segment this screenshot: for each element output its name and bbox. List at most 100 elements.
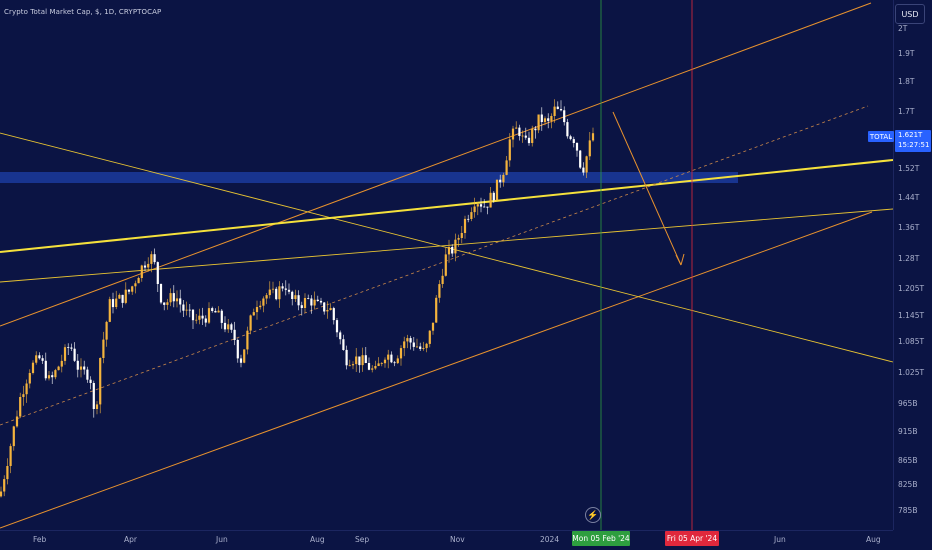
support-zone[interactable] <box>0 172 738 183</box>
candle-body <box>447 247 451 255</box>
candle-body <box>531 128 534 143</box>
candle-body <box>220 310 223 323</box>
price-tick-label: 865B <box>898 456 918 465</box>
rising-trendline-thick[interactable] <box>0 159 894 253</box>
candle-body <box>281 286 284 289</box>
candle-body <box>15 416 19 427</box>
candle-body <box>435 297 438 323</box>
price-tick-label: 1.7T <box>898 107 915 116</box>
candle-body <box>47 375 51 379</box>
candle-body <box>537 114 540 131</box>
candle-body <box>431 322 435 331</box>
candle-body <box>275 288 278 300</box>
red-time-marker-label[interactable]: Fri 05 Apr '24 <box>665 531 719 546</box>
candle-body <box>185 309 188 311</box>
candle-body <box>585 156 588 173</box>
candle-body <box>566 122 569 137</box>
candle-body <box>553 106 556 116</box>
candle-body <box>25 383 28 395</box>
candle-body <box>579 150 582 168</box>
candle-body <box>153 254 156 263</box>
candle-body <box>131 286 134 292</box>
candle-body <box>428 330 431 344</box>
candle-body <box>534 128 537 131</box>
candle-body <box>550 116 553 121</box>
candle-body <box>67 347 70 348</box>
candle-body <box>0 491 3 497</box>
rising-trendline-thin[interactable] <box>0 208 894 283</box>
candle-body <box>383 359 387 364</box>
candle-body <box>409 338 412 343</box>
candle-body <box>569 136 572 140</box>
candle-body <box>521 135 524 137</box>
candle-body <box>470 212 473 219</box>
candle-body <box>499 179 502 183</box>
candle-body <box>518 127 521 136</box>
candle-body <box>19 397 22 417</box>
candle-body <box>22 394 25 397</box>
candle-body <box>371 368 374 370</box>
candle-body <box>95 404 99 409</box>
candle-body <box>495 179 499 201</box>
time-tick-label: Feb <box>33 535 47 544</box>
candle-body <box>108 299 111 322</box>
forecast-arrow-head-left[interactable] <box>675 254 682 266</box>
candle-body <box>326 310 329 312</box>
candle-body <box>457 238 460 240</box>
time-tick-label: 2024 <box>540 535 560 544</box>
candle-body <box>540 114 543 122</box>
price-tick-label: 1.9T <box>898 49 915 58</box>
currency-button[interactable]: USD <box>895 4 925 24</box>
price-tick-label: 1.36T <box>898 223 920 232</box>
candle-body <box>179 298 182 305</box>
candle-body <box>476 204 479 207</box>
candle-body <box>28 373 31 384</box>
time-tick-label: Jun <box>774 535 786 544</box>
price-axis[interactable] <box>893 0 932 530</box>
candle-body <box>284 288 287 290</box>
candle-body <box>271 288 275 290</box>
green-time-marker-label[interactable]: Mon 05 Feb '24 <box>572 531 630 546</box>
candle-body <box>214 311 217 313</box>
projection-dashed-line[interactable] <box>0 105 869 426</box>
forecast-arrow-head-right[interactable] <box>680 253 685 266</box>
candle-body <box>70 347 73 349</box>
forecast-arrow[interactable] <box>612 111 682 266</box>
candle-body <box>502 174 505 183</box>
symbol-tag: TOTAL <box>868 131 894 142</box>
candle-body <box>35 355 38 363</box>
lower-channel-line[interactable] <box>0 211 873 529</box>
candle-body <box>73 348 76 361</box>
candle-body <box>239 358 243 363</box>
candle-body <box>374 366 377 369</box>
candle-body <box>255 307 259 313</box>
upper-channel-line[interactable] <box>0 2 872 327</box>
candle-body <box>303 298 307 308</box>
candle-body <box>163 302 166 305</box>
candle-body <box>121 294 124 303</box>
descending-trendline[interactable] <box>0 132 894 363</box>
candle-body <box>236 340 239 359</box>
candle-body <box>463 218 467 233</box>
time-tick-label: Apr <box>124 535 137 544</box>
candle-body <box>89 379 92 383</box>
candle-body <box>403 341 406 349</box>
time-tick-label: Aug <box>310 535 325 544</box>
lightning-icon[interactable]: ⚡ <box>585 507 601 523</box>
candle-body <box>99 358 102 405</box>
price-tick-label: 915B <box>898 427 918 436</box>
candle-body <box>393 362 396 364</box>
candle-body <box>419 346 422 349</box>
candle-body <box>118 294 121 299</box>
price-tick-label: 1.025T <box>898 368 925 377</box>
candle-body <box>41 358 44 361</box>
candle-body <box>486 206 489 208</box>
candle-body <box>345 349 348 366</box>
candle-body <box>444 254 447 276</box>
candle-body <box>342 339 345 350</box>
candle-body <box>492 192 495 201</box>
price-tick-label: 1.8T <box>898 77 915 86</box>
candle-body <box>198 315 201 320</box>
